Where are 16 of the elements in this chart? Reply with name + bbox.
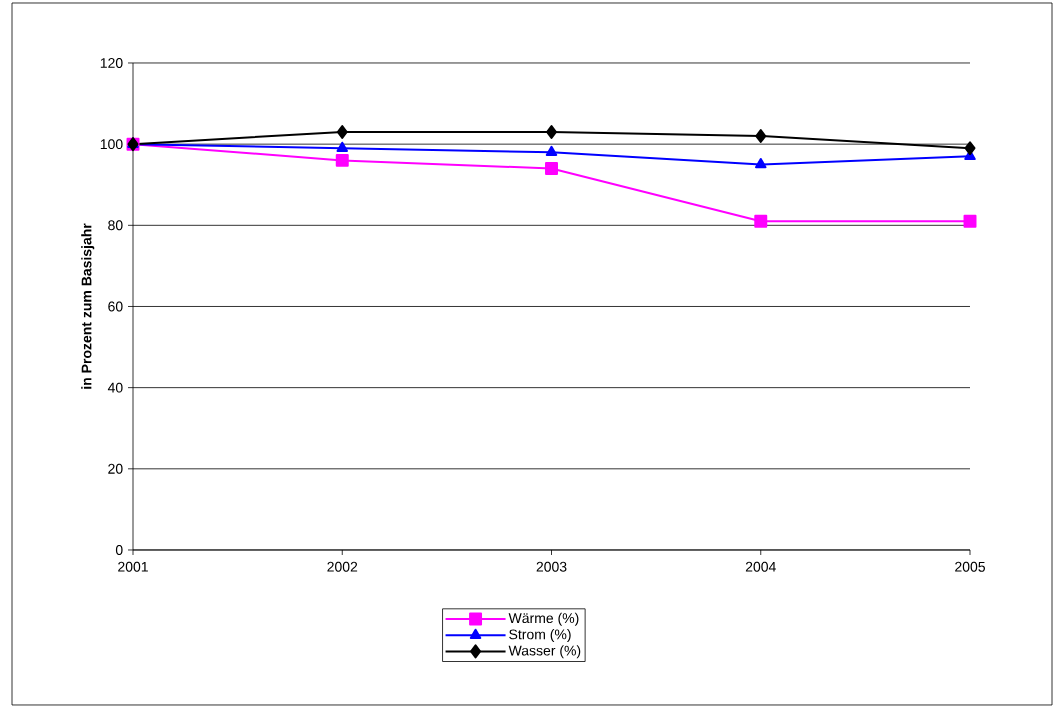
y-tick-label: 0 [115,545,123,555]
legend-label: Wärme (%) [508,612,579,626]
x-tick-label: 2003 [536,561,567,572]
x-tick-label: 2005 [955,561,985,572]
y-tick-label: 100 [100,139,123,150]
x-tick-label: 2001 [118,561,148,572]
y-axis-title: in Prozent zum Basisjahr [81,223,95,389]
y-tick-label: 120 [100,58,123,68]
x-tick-label: 2004 [745,561,776,572]
legend-label: Wasser (%) [508,645,581,659]
y-tick-label: 80 [108,220,123,231]
legend-label: Strom (%) [509,629,571,643]
x-tick-label: 2002 [327,561,358,572]
y-tick-label: 40 [107,382,123,393]
y-tick-label: 20 [108,463,123,474]
y-tick-label: 60 [108,301,123,312]
